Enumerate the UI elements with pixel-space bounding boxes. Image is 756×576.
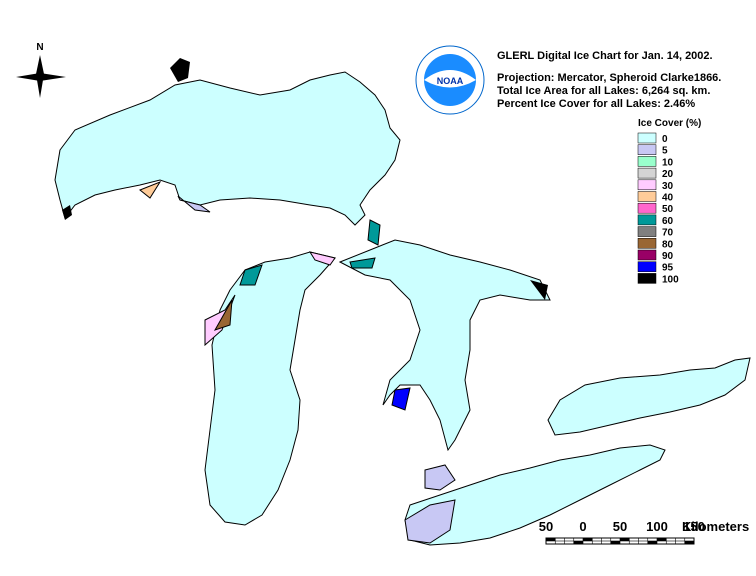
legend-swatch [637,144,657,155]
ice-patch [349,257,376,269]
title: GLERL Digital Ice Chart for Jan. 14, 200… [497,50,713,62]
lake-ontario [547,357,751,436]
ice-patch [213,299,233,331]
scale-label: 50 [613,519,627,534]
legend-label: 10 [662,157,674,168]
legend-label: 100 [662,274,679,285]
compass-label: N [36,42,43,53]
noaa-logo: NOAA [415,45,485,115]
scale-unit: Kilometers [682,519,749,534]
ice-patch [391,387,411,411]
legend-label: 50 [662,204,674,215]
legend-label: 90 [662,251,674,262]
lake-erie [404,444,666,546]
ice-patch [530,280,548,300]
legend-label: 20 [662,169,674,180]
scale-label: 50 [539,519,553,534]
legend-label: 95 [662,263,674,274]
legend-label: 70 [662,228,674,239]
legend-label: 40 [662,193,674,204]
legend-swatch [637,156,657,167]
legend-title: Ice Cover (%) [638,118,701,129]
ice-patch [62,205,72,220]
legend-swatch [637,167,657,179]
ice-patch [308,251,336,266]
scale-label: 0 [579,519,586,534]
ice-patch [139,180,162,199]
compass: N [16,42,66,98]
lake-huron [338,239,551,452]
legend-label: 0 [662,134,668,145]
logo-text: NOAA [437,76,464,86]
legend-swatch [637,191,657,202]
projection: Projection: Mercator, Spheroid Clarke186… [497,72,721,84]
legend-label: 30 [662,181,674,192]
legend-swatch [637,132,657,144]
ice-patch [404,499,456,544]
legend-swatch [637,273,657,284]
legend-swatch [637,214,657,226]
percent-cover: Percent Ice Cover for all Lakes: 2.46% [497,98,695,110]
legend-label: 80 [662,239,674,250]
ice-patch [239,264,263,286]
legend-swatch [637,249,657,261]
scale-frame [545,537,695,545]
legend-swatch [637,238,657,249]
scale-label: 150 [683,519,705,534]
total-area: Total Ice Area for all Lakes: 6,264 sq. … [497,85,710,97]
legend-swatch [637,226,657,237]
ice-patch [177,195,211,213]
ice-patch [424,464,456,491]
ice-patch [367,219,381,246]
legend-swatch [637,179,657,191]
legend-label: 5 [662,146,668,157]
legend-label: 60 [662,216,674,227]
scale-bar: 50 0 50 100 150 [539,519,705,545]
lake-superior [54,71,401,226]
ice-patch [170,58,190,82]
legend-swatch [637,261,657,272]
legend-swatch [637,202,657,214]
scale-label: 100 [646,519,668,534]
